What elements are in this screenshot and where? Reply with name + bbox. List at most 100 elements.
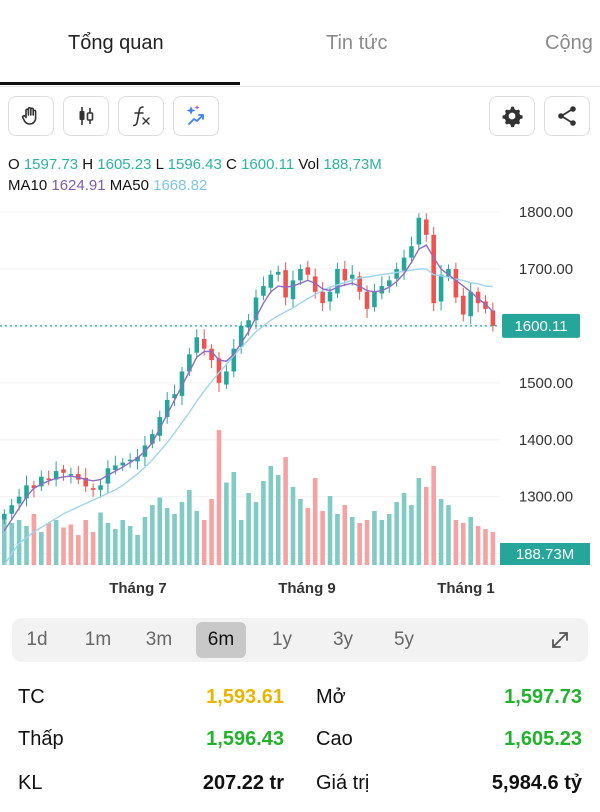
candle-body xyxy=(187,354,192,372)
ai-sparkle-icon xyxy=(186,105,204,125)
settings-button[interactable] xyxy=(489,96,535,136)
candle-body xyxy=(83,477,89,487)
close-label: C xyxy=(226,156,237,173)
candle-body xyxy=(372,291,377,308)
period-1m[interactable]: 1m xyxy=(84,629,112,650)
candle-body xyxy=(261,286,266,296)
volume-bar xyxy=(2,517,7,565)
candlestick-button[interactable] xyxy=(63,96,109,136)
ma10-label: MA10 xyxy=(8,177,48,194)
tab-overview[interactable]: Tổng quan xyxy=(68,32,164,54)
volume-bar xyxy=(120,520,126,565)
volume-bar xyxy=(209,499,214,565)
candle-body xyxy=(224,371,229,385)
candle-body xyxy=(275,271,281,275)
volume-bar xyxy=(261,481,266,565)
volume-bar xyxy=(320,511,325,565)
candle-body xyxy=(453,269,459,298)
stats-row-2: Thấp 1,596.43 Cao 1,605.23 xyxy=(0,728,600,768)
y-tick-label: 1800.00 xyxy=(519,204,573,221)
candle-body xyxy=(416,217,422,245)
volume-bar xyxy=(372,511,377,565)
volume-bar xyxy=(98,512,103,565)
volume-bar xyxy=(357,523,362,565)
volume-bar xyxy=(187,490,192,565)
volume-bar xyxy=(224,482,229,565)
candle-body xyxy=(105,468,111,484)
volume-bar xyxy=(438,499,444,565)
candlestick-icon xyxy=(79,107,94,125)
candle-body xyxy=(90,488,96,490)
close-value: 1600.11 xyxy=(241,156,295,173)
candle-body xyxy=(246,320,251,328)
candle-body xyxy=(179,371,185,396)
candle-body xyxy=(120,462,126,466)
volume-bar xyxy=(61,527,66,565)
candle-body xyxy=(431,234,436,304)
volume-bar xyxy=(335,514,340,565)
volume-bar xyxy=(90,532,96,565)
candle-body xyxy=(349,274,355,279)
candle-body xyxy=(460,295,466,315)
candle-body xyxy=(216,358,222,383)
candle-body xyxy=(253,297,259,321)
volume-stat-label: KL xyxy=(18,772,43,794)
volume-bar xyxy=(194,511,200,565)
candle-body xyxy=(113,465,118,470)
share-button[interactable] xyxy=(544,96,590,136)
tab-news[interactable]: Tin tức xyxy=(326,32,388,54)
volume-bar xyxy=(9,523,14,565)
volume-bar xyxy=(490,532,496,565)
period-1y[interactable]: 1y xyxy=(271,629,293,650)
candle-body xyxy=(379,286,385,294)
high-stat-label: Cao xyxy=(316,728,353,750)
ai-analysis-button[interactable] xyxy=(173,96,219,136)
volume-bar xyxy=(379,520,385,565)
period-3y[interactable]: 3y xyxy=(332,629,354,650)
ma50-line xyxy=(3,268,493,566)
volume-bar xyxy=(298,499,303,565)
tc-value: 1,593.61 xyxy=(206,686,284,708)
volume-bar xyxy=(113,529,118,565)
volume-value: 188,73M xyxy=(323,156,382,173)
candle-body xyxy=(9,505,14,514)
period-selector: 1d 1m 3m 6m 1y 3y 5y xyxy=(12,618,588,662)
candle-body xyxy=(320,291,325,304)
candle-body xyxy=(16,496,22,504)
period-1d[interactable]: 1d xyxy=(26,629,48,650)
open-value: 1597.73 xyxy=(23,156,79,173)
period-3m[interactable]: 3m xyxy=(145,629,173,650)
hand-tool-button[interactable] xyxy=(8,96,54,136)
fullscreen-button[interactable] xyxy=(548,628,572,657)
ma10-line xyxy=(3,244,494,532)
period-5y[interactable]: 5y xyxy=(393,629,415,650)
volume-bar xyxy=(327,496,333,565)
volume-bar xyxy=(231,472,237,565)
function-icon xyxy=(132,106,150,127)
price-chart[interactable]: 1800.001700.001600.001500.001400.001300.… xyxy=(0,195,600,605)
candle-body xyxy=(423,219,429,235)
indicator-button[interactable] xyxy=(118,96,164,136)
period-6m[interactable]: 6m xyxy=(196,622,246,658)
candle-body xyxy=(468,291,473,317)
stats-row-1: TC 1,593.61 Mở 1,597.73 xyxy=(0,686,600,726)
candle-body xyxy=(31,485,37,489)
candle-body xyxy=(298,269,303,281)
candle-body xyxy=(446,269,451,277)
candle-body xyxy=(438,274,444,302)
volume-bar xyxy=(150,505,155,565)
open-label: O xyxy=(8,156,20,173)
candle-body xyxy=(46,478,52,480)
candle-body xyxy=(490,310,496,326)
candle-body xyxy=(39,476,44,487)
gear-icon xyxy=(502,106,523,128)
volume-bar xyxy=(423,487,429,565)
y-tick-label: 1700.00 xyxy=(519,261,573,278)
candle-body xyxy=(164,399,170,417)
volume-bar xyxy=(394,502,399,565)
candle-body xyxy=(127,459,133,462)
candle-body xyxy=(305,267,311,275)
tab-community[interactable]: Cộng xyxy=(545,32,593,54)
candle-body xyxy=(172,394,177,399)
candle-body xyxy=(327,291,333,302)
